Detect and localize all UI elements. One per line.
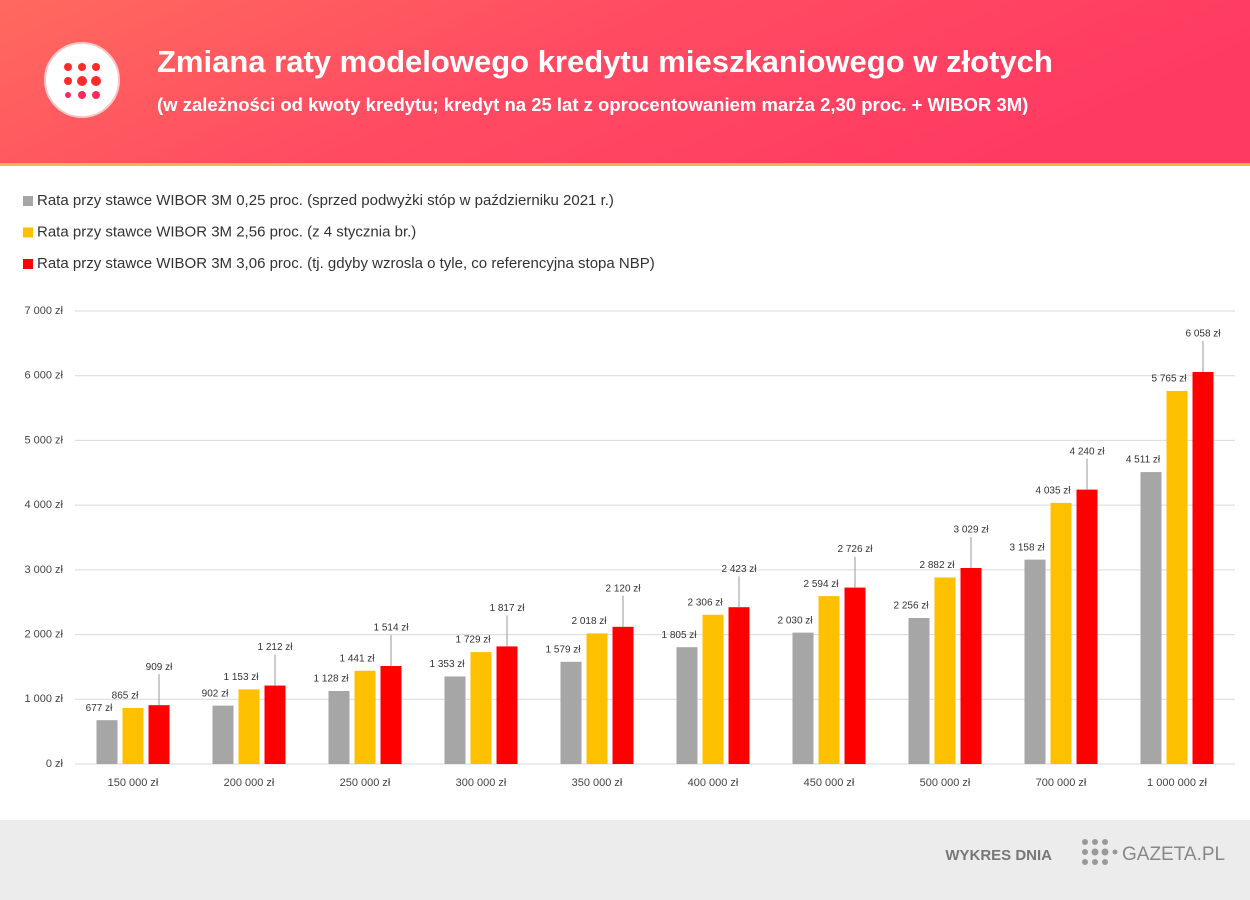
value-label: 2 030 zł: [777, 615, 813, 626]
value-label: 677 zł: [86, 703, 113, 714]
chart-title: Zmiana raty modelowego kredytu mieszkani…: [157, 44, 1053, 79]
value-label: 1 579 zł: [545, 644, 581, 655]
bar: [148, 705, 170, 764]
bar: [212, 705, 234, 764]
legend-label: Rata przy stawce WIBOR 3M 2,56 proc. (z …: [37, 223, 416, 240]
bar: [444, 676, 466, 764]
value-label: 3 158 zł: [1009, 542, 1045, 553]
y-tick-label: 6 000 zł: [24, 370, 63, 382]
bar: [470, 652, 492, 764]
value-label: 1 212 zł: [257, 642, 293, 653]
value-label: 2 018 zł: [571, 616, 607, 627]
value-label: 4 511 zł: [1126, 455, 1161, 466]
footer-band: [0, 820, 1250, 900]
x-tick-label: 700 000 zł: [1036, 777, 1087, 789]
footer-label: WYKRES DNIA: [945, 847, 1052, 864]
y-tick-label: 0 zł: [46, 758, 64, 770]
y-tick-label: 7 000 zł: [24, 305, 63, 317]
chart-subtitle: (w zależności od kwoty kredytu; kredyt n…: [157, 94, 1028, 115]
x-tick-label: 450 000 zł: [804, 777, 855, 789]
bar: [728, 607, 750, 764]
bar: [122, 708, 144, 764]
footer-brand: GAZETA.PL: [1122, 844, 1225, 865]
value-label: 1 441 zł: [339, 653, 375, 664]
y-tick-label: 3 000 zł: [24, 564, 63, 576]
y-tick-label: 4 000 zł: [24, 499, 63, 511]
value-label: 2 594 zł: [803, 579, 839, 590]
bar: [1050, 502, 1072, 764]
header-rule: [0, 163, 1250, 166]
value-label: 4 035 zł: [1035, 486, 1071, 497]
y-tick-label: 5 000 zł: [24, 434, 63, 446]
bar: [380, 666, 402, 764]
value-label: 902 zł: [202, 688, 229, 699]
x-tick-label: 200 000 zł: [224, 777, 275, 789]
x-tick-label: 350 000 zł: [572, 777, 623, 789]
bar: [1024, 559, 1046, 764]
bar: [328, 691, 350, 764]
legend-swatch: [23, 259, 33, 269]
bar: [96, 720, 118, 764]
legend-label: Rata przy stawce WIBOR 3M 3,06 proc. (tj…: [37, 255, 655, 272]
value-label: 909 zł: [146, 662, 173, 673]
bar: [354, 670, 376, 764]
x-tick-label: 150 000 zł: [108, 777, 159, 789]
bar: [908, 618, 930, 764]
value-label: 5 765 zł: [1151, 374, 1187, 385]
legend-swatch: [23, 196, 33, 206]
value-label: 2 120 zł: [605, 583, 641, 594]
x-tick-label: 300 000 zł: [456, 777, 507, 789]
value-label: 1 729 zł: [455, 635, 491, 646]
bar: [1192, 371, 1214, 764]
bar: [612, 626, 634, 764]
bar: [934, 577, 956, 764]
bar: [792, 632, 814, 764]
value-label: 1 805 zł: [661, 630, 697, 641]
value-label: 2 256 zł: [893, 601, 929, 612]
value-label: 2 423 zł: [721, 564, 757, 575]
bar: [1166, 390, 1188, 764]
value-label: 3 029 zł: [953, 525, 989, 536]
value-label: 4 240 zł: [1069, 446, 1105, 457]
footer-logo: [1082, 839, 1118, 865]
value-label: 2 306 zł: [687, 597, 723, 608]
value-label: 1 353 zł: [429, 659, 465, 670]
bar: [264, 685, 286, 764]
bar: [238, 689, 260, 764]
bar: [586, 633, 608, 764]
bar: [1140, 472, 1162, 764]
legend-swatch: [23, 227, 33, 238]
x-tick-label: 250 000 zł: [340, 777, 391, 789]
value-label: 865 zł: [112, 691, 139, 702]
y-tick-label: 2 000 zł: [24, 628, 63, 640]
bar: [960, 567, 982, 764]
value-label: 1 817 zł: [489, 603, 525, 614]
bar: [702, 614, 724, 764]
y-tick-label: 1 000 zł: [24, 693, 63, 705]
bar: [676, 647, 698, 764]
header-band: [0, 0, 1250, 165]
bar: [1076, 489, 1098, 764]
value-label: 1 153 zł: [223, 672, 259, 683]
x-tick-label: 1 000 000 zł: [1147, 777, 1207, 789]
bar: [560, 661, 582, 764]
value-label: 2 882 zł: [919, 560, 955, 571]
value-label: 1 128 zł: [313, 674, 349, 685]
logo: [44, 42, 120, 118]
x-tick-label: 400 000 zł: [688, 777, 739, 789]
value-label: 2 726 zł: [837, 544, 873, 555]
bar: [818, 596, 840, 764]
bar: [496, 646, 518, 764]
x-tick-label: 500 000 zł: [920, 777, 971, 789]
value-label: 1 514 zł: [373, 623, 409, 634]
bar: [844, 587, 866, 764]
value-label: 6 058 zł: [1185, 329, 1221, 340]
legend-label: Rata przy stawce WIBOR 3M 0,25 proc. (sp…: [37, 192, 614, 209]
